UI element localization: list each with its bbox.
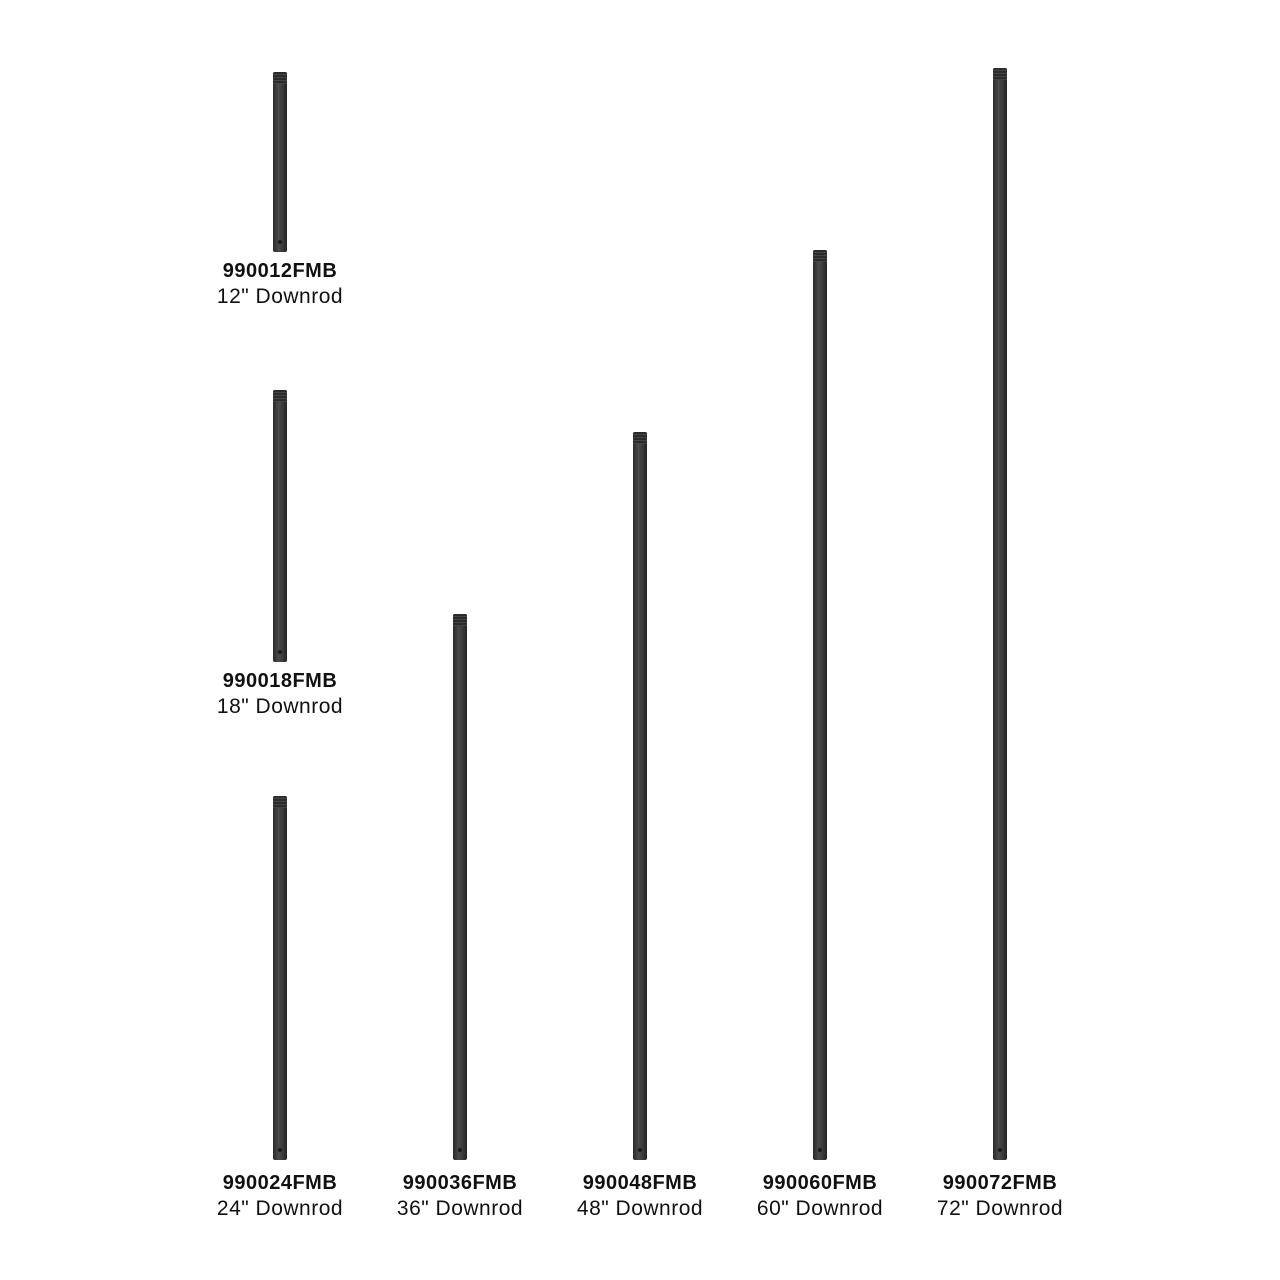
thread-icon (993, 68, 1007, 80)
product-description: 18" Downrod (216, 695, 344, 718)
product-label: 990060FMB 60" Downrod (720, 1170, 920, 1222)
downrod-72 (993, 68, 1007, 1160)
pin-hole-icon (458, 1148, 462, 1152)
pin-hole-icon (818, 1148, 822, 1152)
thread-icon (273, 72, 287, 84)
product-description: 60" Downrod (756, 1197, 884, 1220)
product-description: 36" Downrod (396, 1197, 524, 1220)
pin-hole-icon (998, 1148, 1002, 1152)
product-label: 990018FMB 18" Downrod (180, 668, 380, 720)
product-code: 990060FMB (762, 1172, 878, 1194)
thread-icon (453, 614, 467, 626)
thread-icon (273, 796, 287, 808)
pin-hole-icon (278, 650, 282, 654)
product-label: 990072FMB 72" Downrod (900, 1170, 1100, 1222)
downrod-60 (813, 250, 827, 1160)
product-code: 990012FMB (222, 260, 338, 282)
product-description: 24" Downrod (216, 1197, 344, 1220)
downrod-18 (273, 390, 287, 662)
pin-hole-icon (278, 1148, 282, 1152)
downrod-36 (453, 614, 467, 1160)
thread-icon (813, 250, 827, 262)
pin-hole-icon (638, 1148, 642, 1152)
thread-icon (633, 432, 647, 444)
product-code: 990018FMB (222, 670, 338, 692)
product-code: 990036FMB (402, 1172, 518, 1194)
downrod-24 (273, 796, 287, 1160)
product-description: 48" Downrod (576, 1197, 704, 1220)
product-label: 990012FMB 12" Downrod (180, 258, 380, 310)
downrod-48 (633, 432, 647, 1160)
product-description: 72" Downrod (936, 1197, 1064, 1220)
pin-hole-icon (278, 240, 282, 244)
product-label: 990036FMB 36" Downrod (360, 1170, 560, 1222)
product-code: 990048FMB (582, 1172, 698, 1194)
product-description: 12" Downrod (216, 285, 344, 308)
downrod-12 (273, 72, 287, 252)
product-label: 990024FMB 24" Downrod (180, 1170, 380, 1222)
product-code: 990024FMB (222, 1172, 338, 1194)
thread-icon (273, 390, 287, 402)
product-label: 990048FMB 48" Downrod (540, 1170, 740, 1222)
product-code: 990072FMB (942, 1172, 1058, 1194)
